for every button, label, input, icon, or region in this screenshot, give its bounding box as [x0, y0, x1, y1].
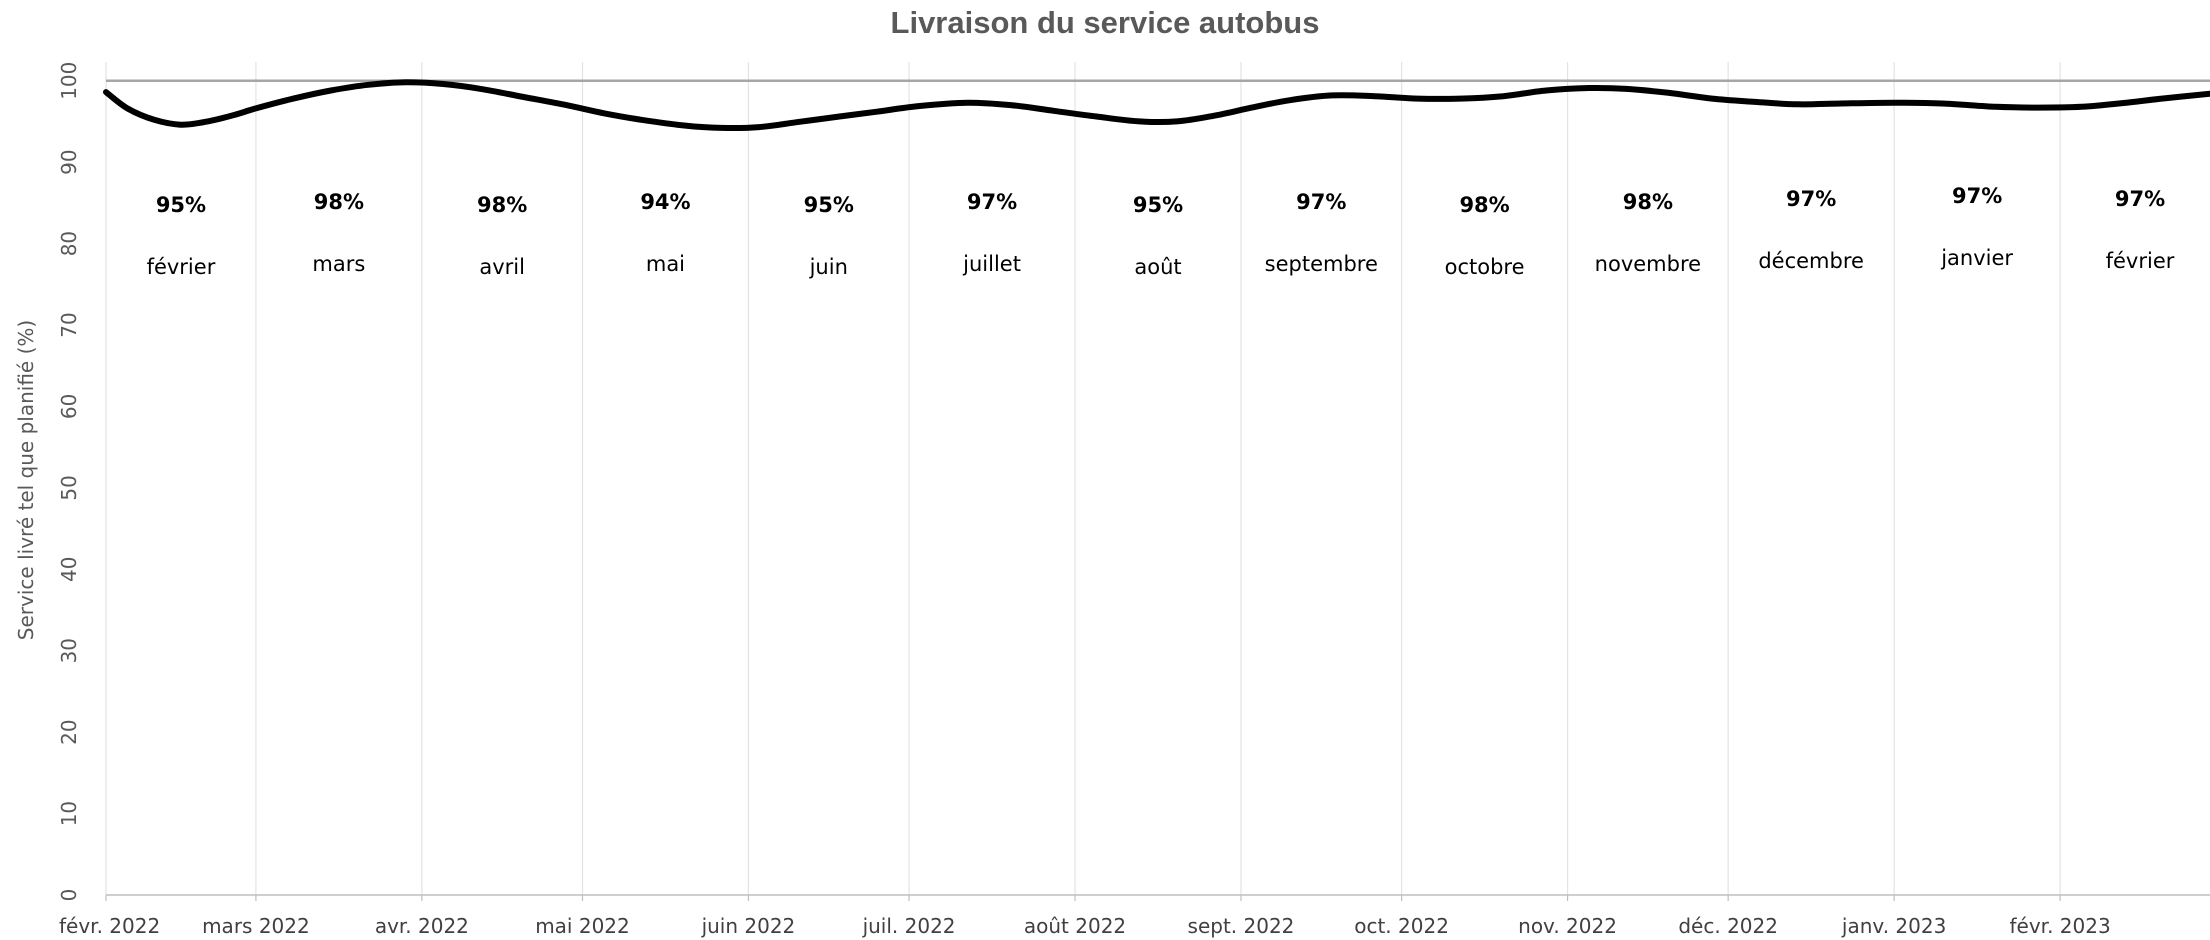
month-percentage-label: 97%: [1952, 184, 2002, 208]
y-tick-label: 100: [57, 62, 81, 100]
x-tick-label: mai 2022: [535, 914, 630, 938]
month-name-label: août: [1134, 255, 1181, 279]
x-tick-label: juil. 2022: [862, 914, 956, 938]
chart-title: Livraison du service autobus: [891, 5, 1320, 40]
y-tick-label: 80: [57, 231, 81, 256]
month-percentage-label: 95%: [1133, 193, 1183, 217]
month-percentage-label: 98%: [314, 190, 364, 214]
y-tick-label: 40: [57, 557, 81, 582]
x-tick-label: avr. 2022: [375, 914, 469, 938]
x-tick-label: sept. 2022: [1188, 914, 1295, 938]
monthly-annotations: 95% février 98% mars 98% avril 94% mai 95% juin 97…: [147, 184, 2175, 279]
month-percentage-label: 97%: [1296, 190, 1346, 214]
month-name-label: mars: [312, 252, 365, 276]
month-name-label: mai: [646, 252, 685, 276]
x-tick-label: janv. 2023: [1841, 914, 1946, 938]
y-tick-label: 50: [57, 475, 81, 500]
y-tick-label: 20: [57, 719, 81, 744]
y-axis-ticks: 0 10 20 30 40 50 60 70 80 90 100: [57, 62, 81, 902]
month-percentage-label: 94%: [640, 190, 690, 214]
y-axis-label: Service livré tel que planifié (%): [14, 320, 38, 640]
month-name-label: juillet: [962, 252, 1021, 276]
month-percentage-label: 97%: [2115, 187, 2165, 211]
x-tick-label: févr. 2022: [59, 914, 160, 938]
month-name-label: avril: [479, 255, 525, 279]
y-tick-label: 70: [57, 312, 81, 337]
series-line: [103, 79, 2210, 132]
month-percentage-label: 95%: [156, 193, 206, 217]
gridlines: [105, 62, 2061, 895]
x-tick-label: juin 2022: [701, 914, 796, 938]
month-percentage-label: 97%: [1786, 187, 1836, 211]
y-tick-label: 10: [57, 801, 81, 826]
month-name-label: février: [2106, 249, 2175, 273]
month-name-label: février: [147, 255, 216, 279]
x-tick-label: mars 2022: [202, 914, 310, 938]
month-percentage-label: 98%: [1459, 193, 1509, 217]
x-tick-label: août 2022: [1024, 914, 1126, 938]
y-tick-label: 0: [57, 889, 81, 902]
x-tick-label: déc. 2022: [1678, 914, 1778, 938]
y-tick-label: 90: [57, 149, 81, 174]
y-tick-label: 60: [57, 394, 81, 419]
month-name-label: octobre: [1445, 255, 1525, 279]
month-name-label: novembre: [1595, 252, 1701, 276]
x-tick-label: févr. 2023: [2010, 914, 2111, 938]
month-percentage-label: 98%: [1623, 190, 1673, 214]
month-percentage-label: 95%: [804, 193, 854, 217]
month-name-label: décembre: [1758, 249, 1864, 273]
month-name-label: septembre: [1265, 252, 1378, 276]
month-percentage-label: 97%: [967, 190, 1017, 214]
month-name-label: janvier: [1940, 246, 2013, 270]
month-name-label: juin: [809, 255, 848, 279]
x-tick-label: oct. 2022: [1354, 914, 1449, 938]
month-percentage-label: 98%: [477, 193, 527, 217]
x-tick-label: nov. 2022: [1518, 914, 1617, 938]
y-tick-label: 30: [57, 638, 81, 663]
x-axis-ticks: févr. 2022 mars 2022 avr. 2022 mai 2022 juin…: [59, 895, 2111, 938]
